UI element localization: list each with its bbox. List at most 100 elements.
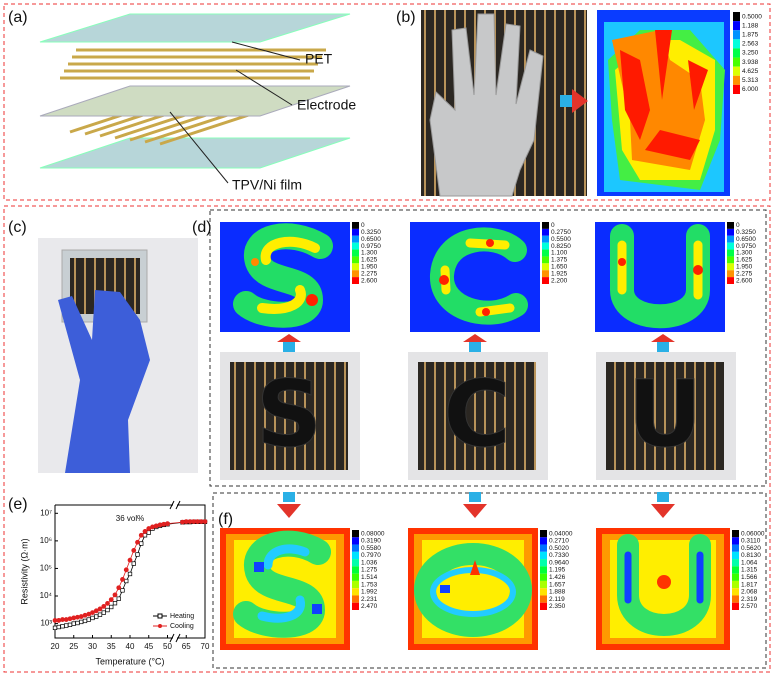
series-line bbox=[55, 521, 205, 621]
colorbar-swatch bbox=[733, 21, 740, 31]
colorbar-label: 1.888 bbox=[549, 589, 566, 596]
colorbar-swatch bbox=[540, 566, 547, 574]
letter: U bbox=[628, 360, 703, 467]
frame-f bbox=[212, 492, 767, 669]
colorbar-label: 0.08000 bbox=[361, 530, 385, 537]
colorbar-label: 0.8130 bbox=[741, 552, 761, 559]
colorbar-label: 0.06000 bbox=[741, 530, 765, 537]
layer-stack bbox=[39, 13, 351, 184]
point bbox=[52, 625, 58, 631]
frame-top bbox=[3, 3, 771, 201]
point bbox=[131, 548, 137, 553]
colorbar-swatch bbox=[352, 573, 359, 581]
point bbox=[86, 611, 92, 617]
colorbar-swatch bbox=[352, 566, 359, 574]
colorbar-swatch bbox=[352, 544, 359, 552]
colorbar-swatch bbox=[542, 228, 549, 236]
colorbar-label: 1.514 bbox=[361, 574, 378, 581]
point bbox=[120, 588, 125, 593]
colorbar-swatch bbox=[352, 270, 359, 278]
colorbar-label: 3.250 bbox=[742, 50, 759, 57]
colorbar-label: 6.000 bbox=[742, 86, 759, 93]
annotation: 36 vol% bbox=[116, 514, 144, 523]
axis-break bbox=[169, 500, 181, 510]
point bbox=[75, 614, 80, 620]
colorbar-swatch bbox=[352, 602, 359, 610]
y-tick-label: 10³ bbox=[40, 619, 52, 628]
colorbar-swatch bbox=[733, 75, 740, 85]
arrows-down bbox=[277, 492, 675, 518]
x-tick-label: 40 bbox=[126, 642, 135, 651]
legend-marker bbox=[158, 624, 162, 628]
colorbar-label: 1.817 bbox=[741, 581, 758, 588]
colorbar-swatch bbox=[542, 222, 549, 229]
layer-label: Electrode bbox=[297, 97, 356, 113]
colorbar-swatch bbox=[727, 270, 734, 278]
colorbar-swatch bbox=[727, 277, 734, 284]
resistivity-chart: 10³ 10⁴ 10⁵ 10⁶ 10⁷ 20 25 30 35 40 45 50 65 70 Tempera… bbox=[19, 500, 210, 666]
point bbox=[112, 601, 118, 606]
colorbar-swatch bbox=[732, 588, 739, 596]
letter-map bbox=[220, 222, 350, 332]
legend-label: Heating bbox=[170, 613, 194, 620]
point bbox=[127, 571, 133, 577]
colorbar-label: 0.5580 bbox=[361, 545, 381, 552]
point bbox=[67, 616, 73, 622]
y-tick-label: 10⁴ bbox=[40, 591, 53, 600]
colorbar-label: 2.275 bbox=[361, 270, 378, 277]
colorbar-label: 1.566 bbox=[741, 574, 758, 581]
point bbox=[191, 519, 197, 524]
point bbox=[64, 623, 69, 628]
point bbox=[150, 524, 155, 530]
colorbar-label: 1.950 bbox=[736, 263, 753, 270]
x-tick-label: 30 bbox=[88, 642, 97, 651]
colorbar-label: 0.9750 bbox=[736, 243, 756, 250]
point bbox=[60, 624, 65, 629]
colorbar-label: 0.6500 bbox=[361, 236, 381, 243]
y-tick-label: 10⁶ bbox=[40, 536, 52, 545]
x-tick-label: 25 bbox=[69, 642, 78, 651]
colorbar-label: 0.9640 bbox=[549, 559, 569, 566]
point bbox=[101, 610, 106, 615]
arrows-up bbox=[277, 334, 675, 352]
point bbox=[78, 614, 84, 619]
colorbar-swatch bbox=[732, 595, 739, 603]
point bbox=[165, 521, 170, 527]
colorbar-swatch bbox=[727, 228, 734, 236]
letter-map bbox=[596, 528, 730, 650]
colorbar-swatch bbox=[542, 256, 549, 264]
point bbox=[97, 606, 103, 612]
colorbar-swatch bbox=[540, 588, 547, 596]
colorbar-label: 1.625 bbox=[361, 257, 378, 264]
point bbox=[82, 612, 88, 618]
point bbox=[198, 519, 204, 524]
point bbox=[108, 597, 114, 603]
colorbar-swatch bbox=[542, 249, 549, 257]
y-tick-label: 10⁵ bbox=[40, 564, 52, 573]
x-tick-label: 65 bbox=[182, 642, 191, 651]
colorbar-label: 1.625 bbox=[736, 257, 753, 264]
point bbox=[131, 561, 136, 566]
colorbar-swatch bbox=[352, 588, 359, 596]
colorbar-label: 2.275 bbox=[736, 270, 753, 277]
colorbar-label: 0 bbox=[551, 222, 555, 229]
colorbar-label: 2.600 bbox=[736, 277, 753, 284]
point bbox=[56, 618, 62, 623]
point bbox=[90, 610, 95, 616]
colorbar-swatch bbox=[352, 242, 359, 250]
colorbar-label: 0.6500 bbox=[736, 236, 756, 243]
colorbar-swatch bbox=[727, 263, 734, 271]
frame-d bbox=[209, 209, 767, 487]
point bbox=[120, 577, 125, 582]
y-tick-label: 10⁷ bbox=[40, 508, 52, 517]
point bbox=[105, 600, 110, 606]
point bbox=[71, 621, 76, 626]
x-axis-label: Temperature (°C) bbox=[95, 656, 164, 666]
colorbar-label: 2.231 bbox=[361, 596, 378, 603]
colorbar-label: 0.2750 bbox=[551, 229, 571, 236]
colorbar-label: 2.470 bbox=[361, 603, 378, 610]
colorbar-label: 0.2710 bbox=[549, 538, 569, 545]
colorbar-label: 1.195 bbox=[549, 567, 566, 574]
point bbox=[195, 519, 200, 524]
colorbar-swatch bbox=[540, 559, 547, 567]
